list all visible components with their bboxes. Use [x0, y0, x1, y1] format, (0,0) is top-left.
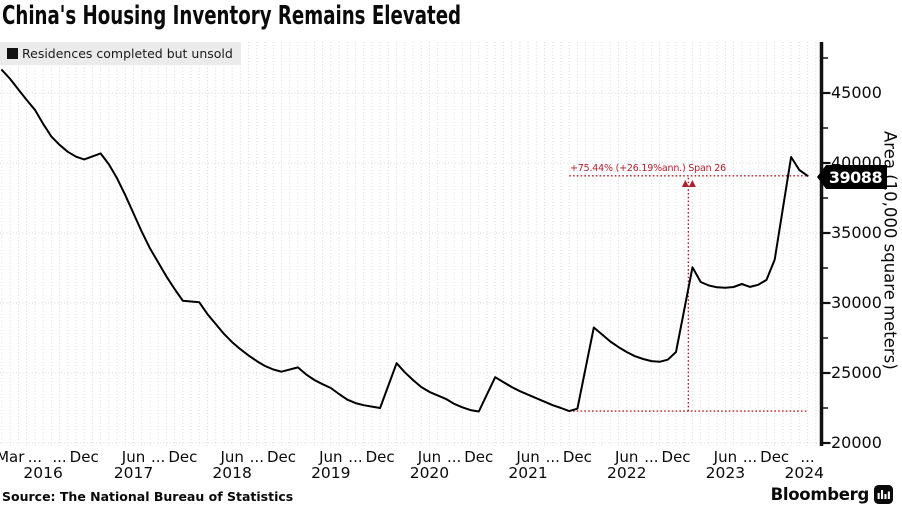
x-tick-label: Dec	[464, 448, 494, 466]
y-tick-label: 20000	[831, 433, 882, 452]
measure-arrow-up-icon	[688, 180, 696, 187]
legend: Residences completed but unsold	[0, 42, 241, 65]
x-tick-label: Dec	[661, 448, 691, 466]
y-tick-label: 30000	[831, 293, 882, 312]
x-year-label: 2021	[508, 464, 548, 482]
chart-plot-area[interactable]	[0, 42, 820, 446]
bloomberg-logo-icon	[874, 485, 893, 504]
x-tick-label: ...	[27, 448, 43, 466]
x-year-label: 2016	[23, 464, 63, 482]
x-tick-label: Jun	[417, 448, 442, 466]
y-tick-label: 45000	[831, 83, 882, 102]
measure-annotation: +75.44% (+26.19%ann.) Span 26	[570, 163, 726, 174]
last-value-tag: 39088	[817, 165, 887, 189]
x-tick-label: Jun	[319, 448, 343, 466]
brand-footer: Bloomberg	[771, 485, 893, 504]
x-year-label: 2024	[784, 464, 824, 482]
x-tick-label: ...	[446, 448, 462, 466]
x-tick-label: ...	[151, 448, 166, 466]
x-year-label: 2018	[212, 464, 252, 482]
x-tick-label: Dec	[365, 448, 395, 466]
x-tick-label: ...	[545, 448, 560, 466]
x-tick-label: Mar	[0, 448, 25, 466]
legend-label: Residences completed but unsold	[22, 46, 233, 61]
x-tick-label: Dec	[168, 448, 198, 466]
y-tick-label: 35000	[831, 223, 882, 242]
measure-arrow-up-icon	[681, 180, 689, 187]
x-year-label: 2022	[606, 464, 647, 482]
x-tick-label: Jun	[713, 448, 738, 466]
x-tick-label: Dec	[760, 448, 790, 466]
y-axis-title: Area (10,000 square meters)	[880, 130, 900, 370]
x-tick-label: Dec	[69, 448, 99, 466]
x-tick-label: ...	[249, 448, 264, 466]
x-year-label: 2019	[311, 464, 351, 482]
last-value-text: 39088	[828, 167, 883, 187]
x-year-label: 2017	[113, 464, 154, 482]
x-tick-label: ...	[800, 448, 815, 466]
x-tick-label: Jun	[121, 448, 146, 466]
x-tick-label: Jun	[516, 448, 540, 466]
chart-title: China's Housing Inventory Remains Elevat…	[2, 1, 462, 31]
x-year-label: 2020	[409, 464, 450, 482]
y-tick-label: 25000	[831, 363, 882, 382]
x-tick-label: ...	[348, 448, 363, 466]
bloomberg-wordmark: Bloomberg	[770, 485, 870, 504]
x-tick-label: ...	[52, 448, 67, 466]
legend-swatch-icon	[7, 48, 18, 59]
x-tick-label: Dec	[562, 448, 592, 466]
series-line	[1, 69, 809, 413]
x-tick-label: Dec	[266, 448, 296, 466]
x-tick-label: Jun	[220, 448, 244, 466]
source-attribution: Source: The National Bureau of Statistic…	[2, 489, 294, 504]
x-tick-label: Jun	[615, 448, 639, 466]
x-year-label: 2023	[705, 464, 746, 482]
x-tick-label: ...	[742, 448, 758, 466]
x-tick-label: ...	[644, 448, 659, 466]
